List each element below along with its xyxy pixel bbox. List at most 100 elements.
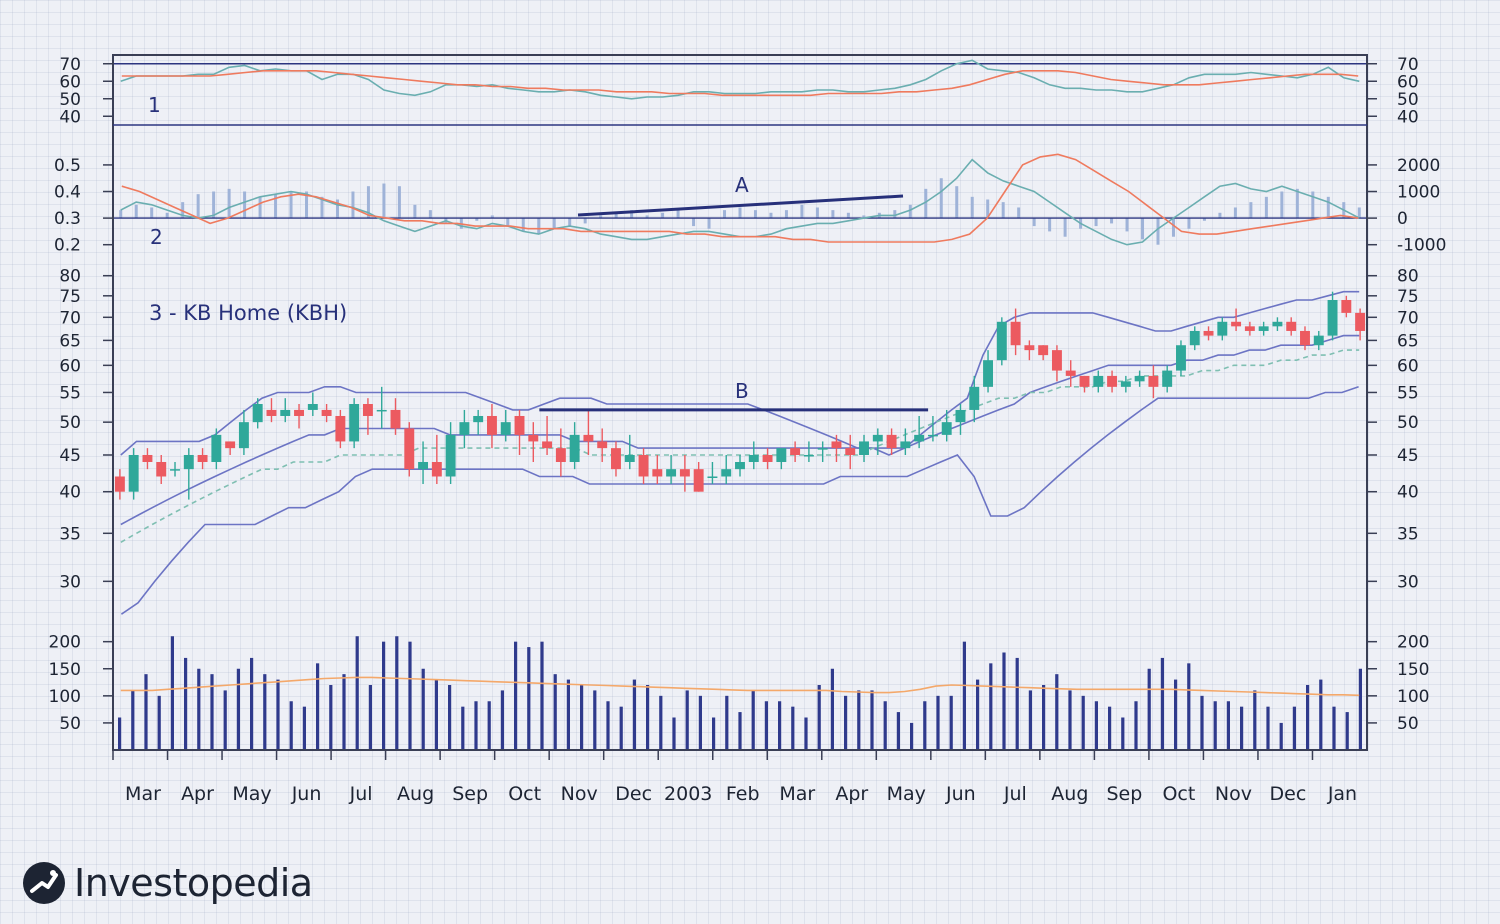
volume-bar: [184, 657, 188, 750]
panel2-histogram-bar: [1125, 218, 1129, 232]
volume-bar: [1108, 706, 1112, 750]
panel3-tick-label-right: 70: [1397, 308, 1419, 328]
candle-body: [886, 434, 897, 449]
volume-bar: [1292, 706, 1296, 750]
volume-bar: [527, 647, 531, 750]
candle-body: [1355, 312, 1366, 331]
candle-body: [927, 434, 938, 437]
volume-bar: [223, 690, 227, 750]
candle-body: [955, 409, 966, 423]
candle-body: [170, 469, 180, 471]
panel2-histogram-bar: [119, 210, 123, 219]
panel2-histogram-bar: [537, 218, 541, 235]
investopedia-logo-icon: [23, 862, 65, 904]
panel3-tick-label-right: 35: [1397, 524, 1419, 544]
brand-name: Investopedia: [74, 861, 313, 905]
candle-body: [762, 454, 773, 462]
candle-body: [1010, 321, 1021, 346]
panel2-histogram-bar: [305, 191, 309, 219]
volume-bar: [698, 695, 702, 750]
volume-bar: [580, 685, 584, 750]
panel2-histogram-bar: [908, 204, 912, 219]
candle-body: [321, 409, 332, 416]
chart-frame: [112, 54, 1368, 751]
panel2-histogram-bar: [1295, 188, 1299, 219]
volume-bar: [778, 701, 782, 750]
volume-bar: [870, 690, 874, 750]
volume-bar: [923, 701, 927, 750]
panel2-histogram-bar: [366, 186, 370, 219]
volume-bar: [553, 674, 557, 750]
volume-bar: [1200, 695, 1204, 750]
candle-body: [1162, 370, 1173, 387]
panel2-histogram-bar: [723, 210, 727, 219]
panel2-histogram-bar: [1063, 218, 1067, 237]
volume-bar: [250, 657, 254, 750]
panel3-tick-label-left: 80: [59, 267, 81, 287]
candle-body: [362, 404, 373, 416]
panel2-histogram-bar: [320, 196, 324, 219]
candle-body: [514, 415, 525, 435]
volume-bar: [606, 701, 610, 750]
panel2-histogram-bar: [212, 191, 216, 219]
x-tick-label: 2003: [664, 783, 712, 805]
panel1-tick-label-right: 70: [1397, 55, 1419, 75]
candle-body: [1341, 299, 1352, 313]
volume-bar: [896, 712, 900, 750]
volume-bar: [1147, 668, 1151, 750]
candle-body: [473, 415, 484, 423]
investopedia-logo: Investopedia: [22, 858, 313, 908]
volume-bar: [989, 663, 993, 750]
panel2-tick-label-left: 0.4: [54, 183, 81, 203]
x-tick-label: Dec: [615, 783, 652, 805]
panel3-tick-label-left: 70: [59, 308, 81, 328]
panel2-histogram-bar: [970, 196, 974, 219]
x-tick-label: Nov: [561, 783, 598, 805]
volume-bar: [672, 717, 676, 750]
volume-bar: [593, 690, 597, 750]
candle-body: [376, 409, 387, 412]
panel2-histogram-bar: [150, 207, 154, 219]
panel2-histogram-bar: [800, 204, 804, 219]
panel1-tick-label-left: 70: [59, 55, 81, 75]
volume-bar: [1306, 685, 1310, 750]
panel2-histogram-bar: [831, 210, 835, 219]
volume-bar: [1226, 701, 1230, 750]
x-tick-label: Jan: [1327, 783, 1357, 805]
panel2-histogram-bar: [738, 207, 742, 219]
panel3-tick-label-left: 50: [59, 413, 81, 433]
trendline-a-label: A: [735, 173, 749, 197]
volume-bar: [619, 706, 623, 750]
price-band-lower: [120, 386, 1359, 615]
panel3-tick-label-right: 75: [1397, 287, 1419, 307]
candle-body: [693, 469, 704, 492]
candle-body: [969, 386, 980, 410]
panel2-histogram-bar: [862, 215, 866, 219]
volume-bar: [434, 679, 438, 750]
candle-body: [611, 448, 621, 470]
panel3-title: 3 - KB Home (KBH): [149, 301, 347, 325]
panel2-y2-tick-label-right: -1000: [1397, 236, 1446, 256]
panel2-histogram-bar: [893, 210, 897, 219]
panel2-histogram-bar: [134, 204, 138, 219]
volume-bar: [751, 690, 755, 750]
panel2-histogram-bar: [1094, 218, 1098, 227]
candle-body: [790, 448, 801, 455]
panel2-histogram-bar: [955, 186, 959, 219]
volume-bar: [342, 674, 346, 750]
candle-body: [1065, 370, 1076, 376]
panel2-histogram-bar: [1001, 202, 1005, 219]
panel3-tick-label-right: 30: [1397, 572, 1419, 592]
price-band-upper: [120, 290, 1360, 456]
panel2-histogram-bar: [335, 199, 339, 219]
volume-bar: [540, 641, 544, 750]
candle-body: [390, 409, 401, 429]
panel2-histogram-bar: [630, 210, 634, 219]
volume-bar: [1081, 695, 1085, 750]
volume-bar: [632, 679, 636, 750]
x-tick-label: Apr: [835, 783, 868, 805]
panel2-tick-label-left: 0.5: [54, 156, 81, 176]
candle-body: [1120, 381, 1131, 387]
candle-body: [666, 469, 677, 477]
